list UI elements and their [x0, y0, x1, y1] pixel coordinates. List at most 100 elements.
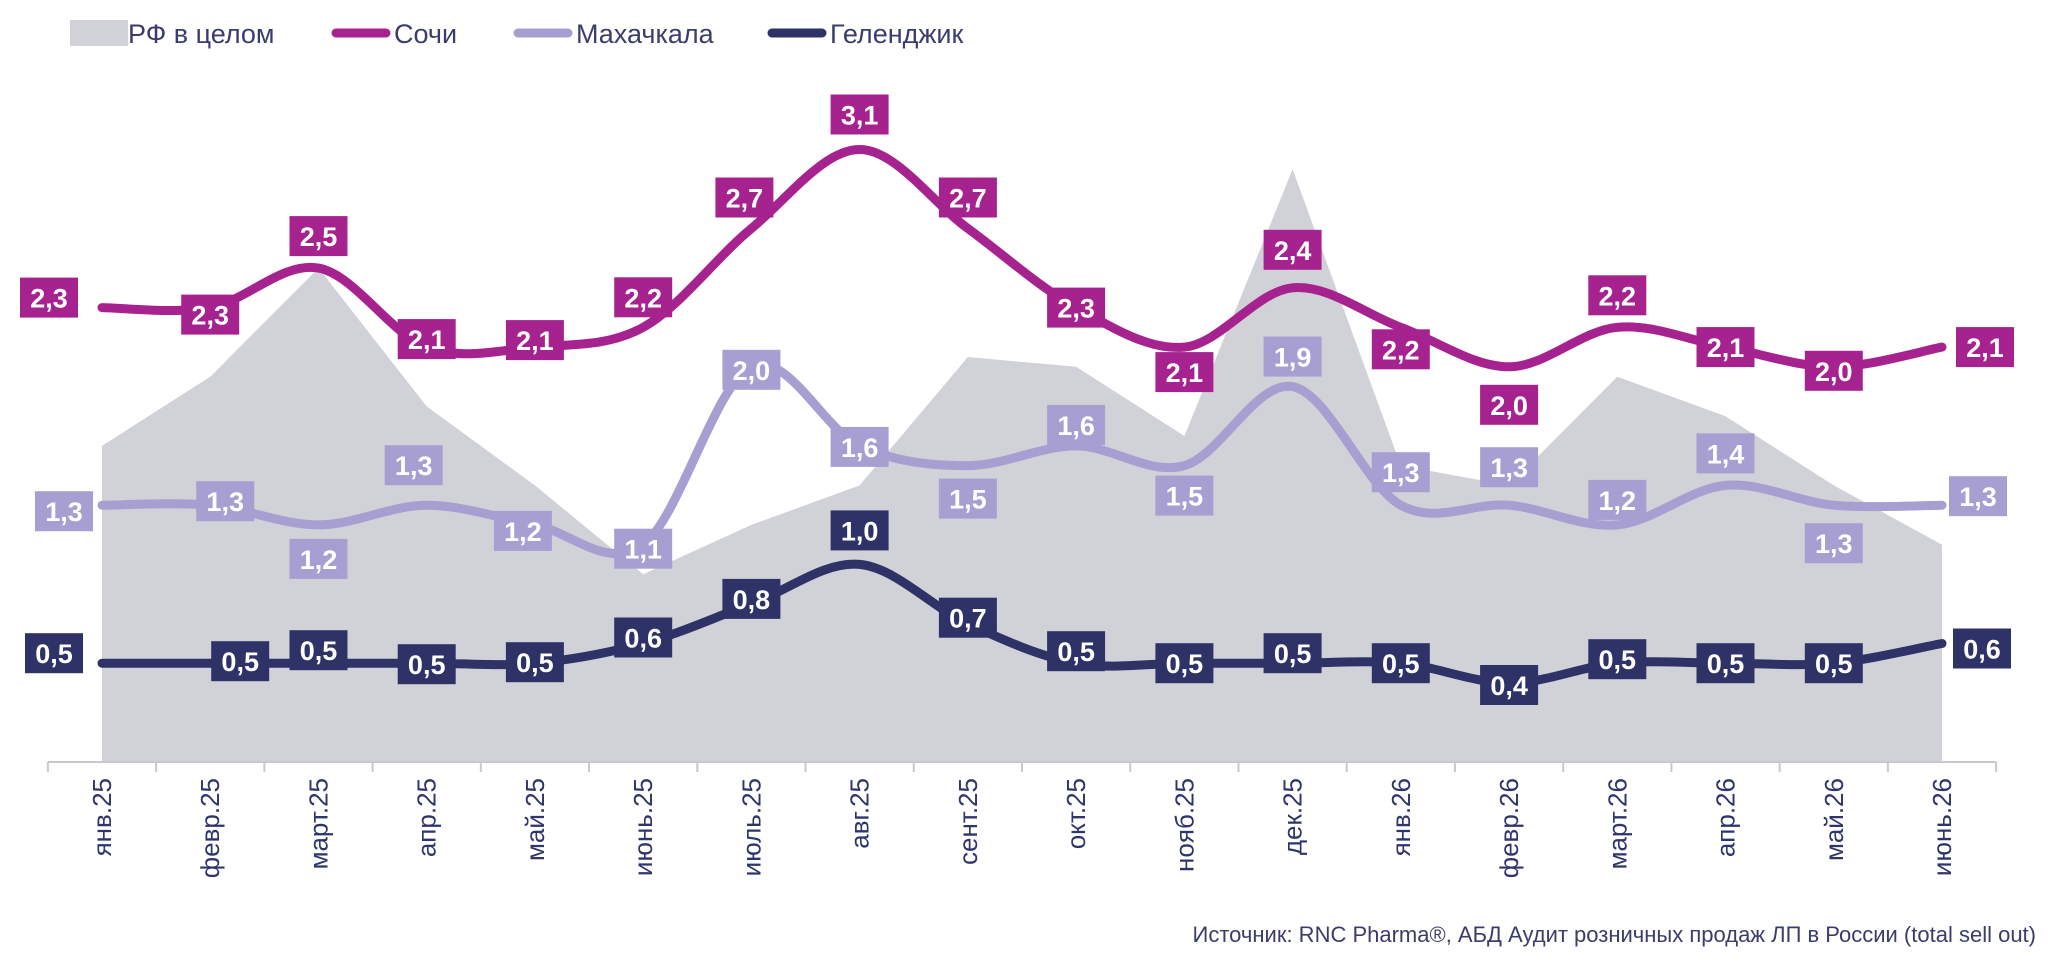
- data-label-sochi: 2,5: [300, 222, 338, 252]
- data-label-gelendzhik-box: [1263, 633, 1322, 674]
- data-label-sochi: 2,7: [949, 184, 987, 214]
- data-label-gelendzhik-box: [1047, 631, 1106, 672]
- data-label-sochi: 2,2: [1599, 281, 1637, 311]
- data-label-makhachkala-box: [35, 491, 93, 532]
- x-tick-label: окт.25: [1061, 778, 1091, 849]
- data-label-sochi: 2,0: [1490, 391, 1528, 421]
- data-label-sochi: 2,1: [408, 325, 446, 355]
- x-tick-label: дек.25: [1278, 778, 1308, 855]
- x-axis: янв.25 февр.25 март.25 апр.25 май.25 июнь.25 и…: [46, 761, 1998, 878]
- legend-item-rf: РФ в целом: [128, 19, 275, 49]
- x-tick-label: май.26: [1819, 778, 1849, 861]
- x-tick-label: июнь.25: [628, 778, 658, 876]
- data-label-gelendzhik-box: [830, 510, 889, 551]
- data-label-gelendzhik: 0,6: [1963, 635, 2001, 665]
- data-label-sochi-box: [505, 320, 564, 361]
- data-label-makhachkala: 1,3: [1382, 458, 1420, 488]
- x-tick-label: янв.25: [87, 778, 117, 856]
- x-tick-label: нояб.25: [1169, 778, 1199, 872]
- data-label-gelendzhik: 0,5: [516, 648, 554, 678]
- data-label-gelendzhik-box: [397, 644, 456, 685]
- legend-item-makhachkala: Махачкала: [576, 19, 715, 49]
- x-tick-label: февр.26: [1494, 778, 1524, 878]
- x-tick-label: июнь.26: [1927, 778, 1957, 876]
- data-label-sochi: 2,1: [516, 326, 554, 356]
- data-label-gelendzhik: 0,5: [1166, 649, 1204, 679]
- data-label-makhachkala-box: [493, 510, 552, 551]
- data-label-sochi: 2,2: [1382, 335, 1420, 365]
- data-label-makhachkala: 1,3: [1490, 453, 1528, 483]
- data-label-makhachkala: 1,3: [395, 451, 433, 481]
- data-label-makhachkala: 1,4: [1707, 439, 1745, 469]
- data-label-gelendzhik-box: [1588, 639, 1647, 680]
- data-label-gelendzhik: 1,0: [841, 516, 879, 546]
- x-tick-label: янв.26: [1386, 778, 1416, 856]
- data-label-makhachkala-box: [384, 445, 443, 486]
- data-label-makhachkala-box: [614, 528, 673, 569]
- data-labels: 2,3 2,3 2,5 2,1 2,1 2,2 2,7 3,1 2,7 2,3 2,1 2,4 2,2 2…: [20, 94, 2014, 705]
- data-label-makhachkala-box: [830, 426, 889, 467]
- data-label-makhachkala: 1,1: [624, 535, 662, 565]
- data-label-makhachkala-box: [1047, 404, 1106, 445]
- legend: РФ в целом Сочи Махачкала Геленджик: [70, 19, 964, 49]
- data-label-sochi-box: [1696, 327, 1755, 368]
- data-label-makhachkala: 1,5: [1166, 482, 1204, 512]
- data-label-sochi: 2,3: [191, 301, 229, 331]
- data-label-sochi-box: [1263, 229, 1322, 270]
- data-label-sochi: 2,1: [1166, 358, 1204, 388]
- legend-swatch-area: [70, 20, 128, 46]
- data-label-sochi-box: [1588, 275, 1647, 316]
- data-label-makhachkala-box: [1696, 433, 1755, 474]
- data-label-gelendzhik: 0,5: [35, 639, 73, 669]
- source-note: Источник: RNC Pharma®, АБД Аудит розничн…: [1193, 922, 2036, 947]
- data-label-makhachkala-box: [1588, 479, 1647, 520]
- data-label-makhachkala: 1,5: [949, 485, 987, 515]
- area-series-rf: [102, 169, 1942, 763]
- data-label-makhachkala: 1,2: [300, 545, 338, 575]
- data-label-gelendzhik-box: [1155, 643, 1214, 684]
- data-label-gelendzhik-box: [25, 633, 83, 674]
- data-label-sochi: 2,4: [1274, 236, 1312, 266]
- data-label-gelendzhik: 0,5: [1057, 637, 1095, 667]
- data-label-makhachkala: 1,2: [504, 517, 542, 547]
- data-label-gelendzhik-box: [614, 617, 673, 658]
- data-label-sochi-box: [181, 294, 240, 335]
- data-label-gelendzhik: 0,5: [1707, 649, 1745, 679]
- data-label-sochi-box: [614, 277, 673, 318]
- data-label-makhachkala: 1,3: [206, 487, 244, 517]
- data-label-sochi-box: [1480, 384, 1539, 425]
- legend-item-gelendzhik: Геленджик: [830, 19, 964, 49]
- data-label-gelendzhik-box: [505, 642, 564, 683]
- data-label-gelendzhik: 0,5: [1599, 645, 1637, 675]
- data-label-sochi-box: [1155, 352, 1214, 393]
- data-label-gelendzhik-box: [1480, 665, 1539, 705]
- x-tick-label: март.26: [1602, 778, 1632, 869]
- data-label-gelendzhik: 0,5: [1382, 649, 1420, 679]
- data-label-sochi: 2,3: [30, 284, 68, 314]
- x-tick-label: май.25: [520, 778, 550, 861]
- legend-item-sochi: Сочи: [394, 19, 457, 49]
- data-label-gelendzhik-box: [211, 641, 270, 682]
- data-label-makhachkala: 1,3: [1959, 482, 1997, 512]
- data-label-makhachkala-box: [1804, 523, 1863, 564]
- data-label-sochi: 2,1: [1707, 333, 1745, 363]
- x-tick-label: июль.25: [736, 778, 766, 876]
- data-label-sochi: 2,3: [1057, 294, 1095, 324]
- data-label-makhachkala-box: [1263, 336, 1322, 377]
- data-label-sochi: 2,7: [726, 184, 764, 214]
- data-label-sochi: 2,0: [1815, 357, 1853, 387]
- data-label-makhachkala-box: [1949, 476, 2007, 517]
- data-label-makhachkala-box: [1371, 452, 1430, 493]
- x-tick-label: авг.25: [845, 778, 875, 849]
- data-label-makhachkala: 1,9: [1274, 343, 1312, 373]
- data-label-gelendzhik: 0,6: [624, 624, 662, 654]
- data-label-makhachkala: 1,6: [1057, 411, 1095, 441]
- data-label-makhachkala: 1,6: [841, 433, 879, 463]
- data-label-makhachkala-box: [1155, 475, 1214, 516]
- data-label-makhachkala-box: [196, 481, 255, 522]
- data-label-sochi: 3,1: [841, 101, 879, 131]
- data-label-makhachkala-box: [1480, 447, 1539, 488]
- data-label-sochi-box: [397, 319, 456, 360]
